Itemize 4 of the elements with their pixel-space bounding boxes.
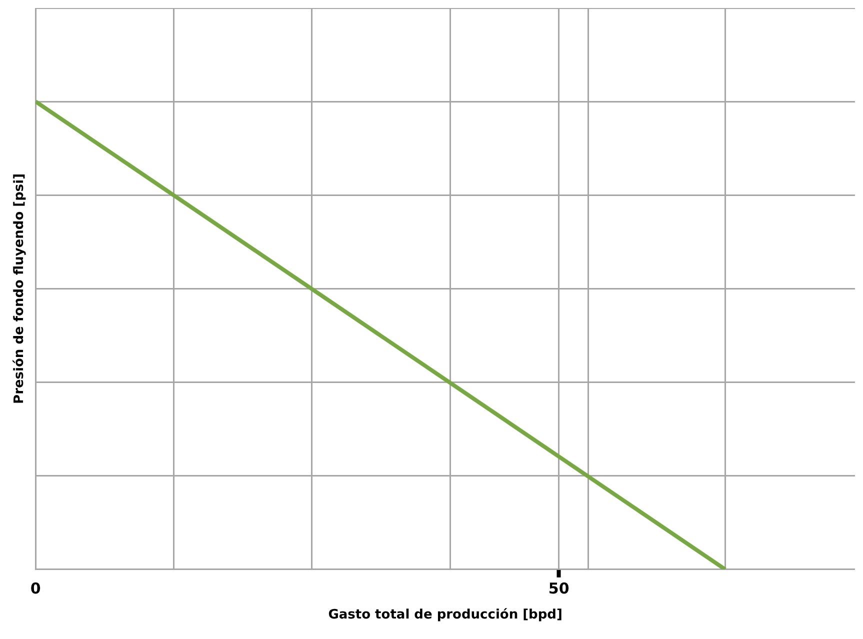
y-axis-title: Presión de fondo fluyendo [psi] [12, 173, 28, 404]
x-tick-label: 50 [548, 579, 570, 598]
x-tick-label: 0 [30, 579, 41, 598]
x-axis-title: Gasto total de producción [bpd] [328, 608, 562, 623]
